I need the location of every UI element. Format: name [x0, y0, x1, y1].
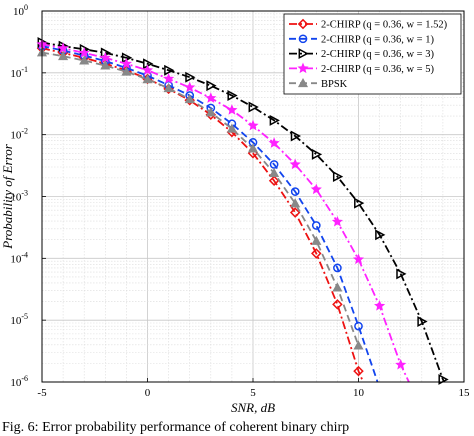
series-line: [42, 51, 360, 346]
data-point: [205, 92, 217, 103]
series-2: [37, 41, 379, 382]
x-tick-label: 5: [250, 387, 256, 399]
y-tick-label: 10-6: [10, 374, 28, 389]
data-point: [331, 215, 343, 227]
legend-label: 2-CHIRP (q = 0.36, w = 1): [321, 34, 434, 45]
legend-item: 2-CHIRP (q = 0.36, w = 1.52): [289, 18, 448, 31]
data-point: [99, 51, 111, 63]
series-line: [42, 47, 365, 382]
legend-marker: [298, 34, 308, 44]
data-point: [311, 148, 323, 160]
data-point: [205, 107, 216, 117]
data-point: [352, 253, 365, 265]
data-point: [79, 55, 90, 65]
data-point: [185, 71, 196, 83]
legend-marker: [297, 18, 309, 30]
data-point: [268, 137, 280, 148]
series-layer: [36, 37, 449, 385]
data-point: [100, 60, 111, 70]
legend-marker: [297, 77, 309, 88]
series-5: [36, 47, 364, 350]
data-point: [142, 74, 153, 84]
data-point: [120, 57, 132, 69]
data-point: [164, 64, 175, 76]
data-point: [311, 235, 322, 245]
legend-marker: [298, 48, 309, 60]
data-point: [310, 183, 322, 195]
data-point: [206, 80, 217, 92]
data-point: [354, 197, 365, 209]
legend-label: BPSK: [321, 79, 348, 90]
x-tick-label: 15: [459, 387, 471, 399]
figure-caption: Fig. 6: Error probability performance of…: [2, 420, 350, 435]
data-point: [163, 72, 175, 84]
data-point: [226, 123, 237, 133]
legend-item: BPSK: [289, 77, 348, 90]
data-point: [57, 42, 69, 53]
data-point: [333, 263, 342, 273]
data-point: [141, 64, 154, 76]
data-point: [332, 282, 343, 292]
y-tick-label: 10-2: [10, 127, 28, 142]
data-point: [247, 119, 259, 131]
legend-item: 2-CHIRP (q = 0.36, w = 3): [289, 48, 434, 60]
data-point: [354, 321, 363, 331]
series-1: [36, 42, 365, 382]
legend-item: 2-CHIRP (q = 0.36, w = 1): [289, 34, 434, 45]
data-point: [374, 300, 386, 311]
x-axis-label: SNR, dB: [231, 400, 275, 415]
y-tick-label: 10-4: [10, 250, 28, 265]
x-tick-label: 0: [145, 387, 151, 399]
data-point: [247, 143, 259, 153]
data-point: [227, 90, 238, 101]
data-point: [163, 83, 174, 93]
data-point: [290, 198, 301, 208]
legend-item: 2-CHIRP (q = 0.36, w = 5): [289, 62, 434, 75]
data-point: [290, 130, 301, 142]
data-point: [311, 221, 321, 230]
y-tick-label: 100: [13, 3, 28, 18]
legend-label: 2-CHIRP (q = 0.36, w = 3): [321, 49, 434, 60]
data-point: [289, 207, 301, 218]
legend-label: 2-CHIRP (q = 0.36, w = 1.52): [321, 20, 448, 31]
data-point: [417, 316, 428, 327]
series-line: [42, 41, 446, 382]
data-point: [289, 158, 301, 170]
data-point: [248, 101, 259, 113]
data-point: [268, 175, 280, 186]
x-tick-label: -5: [37, 387, 47, 399]
legend: 2-CHIRP (q = 0.36, w = 1.52) 2-CHIRP (q =…: [283, 13, 462, 95]
legend-box: [283, 13, 462, 95]
data-point: [375, 229, 386, 241]
y-tick-label: 10-1: [10, 65, 28, 80]
data-point: [78, 47, 90, 58]
data-point: [58, 50, 69, 61]
data-point: [311, 248, 322, 259]
data-point: [269, 114, 280, 126]
data-point: [184, 95, 195, 106]
data-point: [121, 66, 132, 76]
data-point: [395, 358, 407, 370]
data-point: [332, 299, 343, 310]
legend-marker: [297, 62, 309, 74]
data-point: [269, 167, 280, 178]
data-point: [396, 268, 407, 280]
data-point: [184, 93, 195, 104]
data-point: [332, 171, 344, 183]
x-tick-label: 10: [353, 387, 365, 399]
legend-label: 2-CHIRP (q = 0.36, w = 5): [321, 64, 434, 75]
series-4: [36, 38, 410, 382]
data-point: [353, 340, 364, 350]
data-point: [290, 187, 300, 196]
y-axis-label: Probability of Error: [0, 143, 15, 249]
data-point: [226, 104, 238, 115]
data-point: [184, 81, 196, 93]
data-point: [353, 365, 364, 377]
y-tick-label: 10-5: [10, 312, 28, 327]
